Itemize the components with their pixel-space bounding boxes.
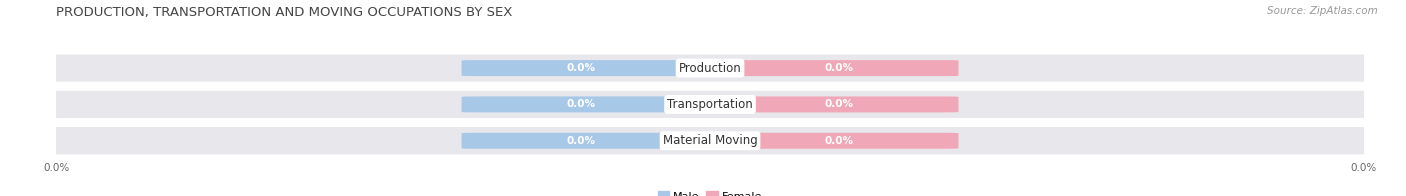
FancyBboxPatch shape [37,127,1384,154]
Text: Source: ZipAtlas.com: Source: ZipAtlas.com [1267,6,1378,16]
Text: Transportation: Transportation [668,98,752,111]
FancyBboxPatch shape [37,91,1384,118]
Text: 0.0%: 0.0% [825,99,853,109]
Text: PRODUCTION, TRANSPORTATION AND MOVING OCCUPATIONS BY SEX: PRODUCTION, TRANSPORTATION AND MOVING OC… [56,6,513,19]
Text: 0.0%: 0.0% [825,136,853,146]
Text: Material Moving: Material Moving [662,134,758,147]
Text: 0.0%: 0.0% [567,99,595,109]
Text: Production: Production [679,62,741,75]
FancyBboxPatch shape [461,96,723,113]
FancyBboxPatch shape [697,60,959,76]
FancyBboxPatch shape [37,54,1384,82]
FancyBboxPatch shape [697,96,959,113]
Text: 0.0%: 0.0% [567,63,595,73]
FancyBboxPatch shape [461,133,723,149]
FancyBboxPatch shape [697,133,959,149]
Text: 0.0%: 0.0% [825,63,853,73]
Legend: Male, Female: Male, Female [658,191,762,196]
FancyBboxPatch shape [461,60,723,76]
Text: 0.0%: 0.0% [567,136,595,146]
